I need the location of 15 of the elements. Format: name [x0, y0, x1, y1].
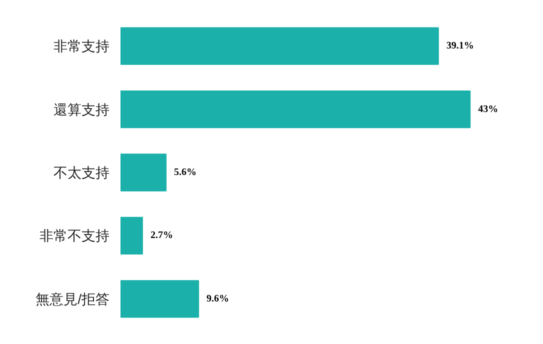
y-tick-label: 非常不支持 — [40, 228, 110, 244]
y-tick-label: 無意見/拒答 — [36, 290, 110, 307]
y-tick-label: 非常支持 — [54, 38, 110, 54]
bar — [120, 154, 167, 192]
bar — [120, 216, 143, 255]
data-label: 5.6% — [174, 167, 197, 178]
bar — [120, 90, 471, 128]
data-label: 2.7% — [150, 230, 173, 242]
data-label: 9.6% — [206, 293, 230, 304]
y-tick-label: 還算支持 — [54, 101, 110, 118]
y-tick-label: 不太支持 — [54, 164, 110, 180]
bar — [120, 280, 200, 318]
data-label: 43% — [478, 104, 498, 115]
bar — [120, 27, 439, 65]
data-label: 39.1% — [446, 40, 474, 52]
